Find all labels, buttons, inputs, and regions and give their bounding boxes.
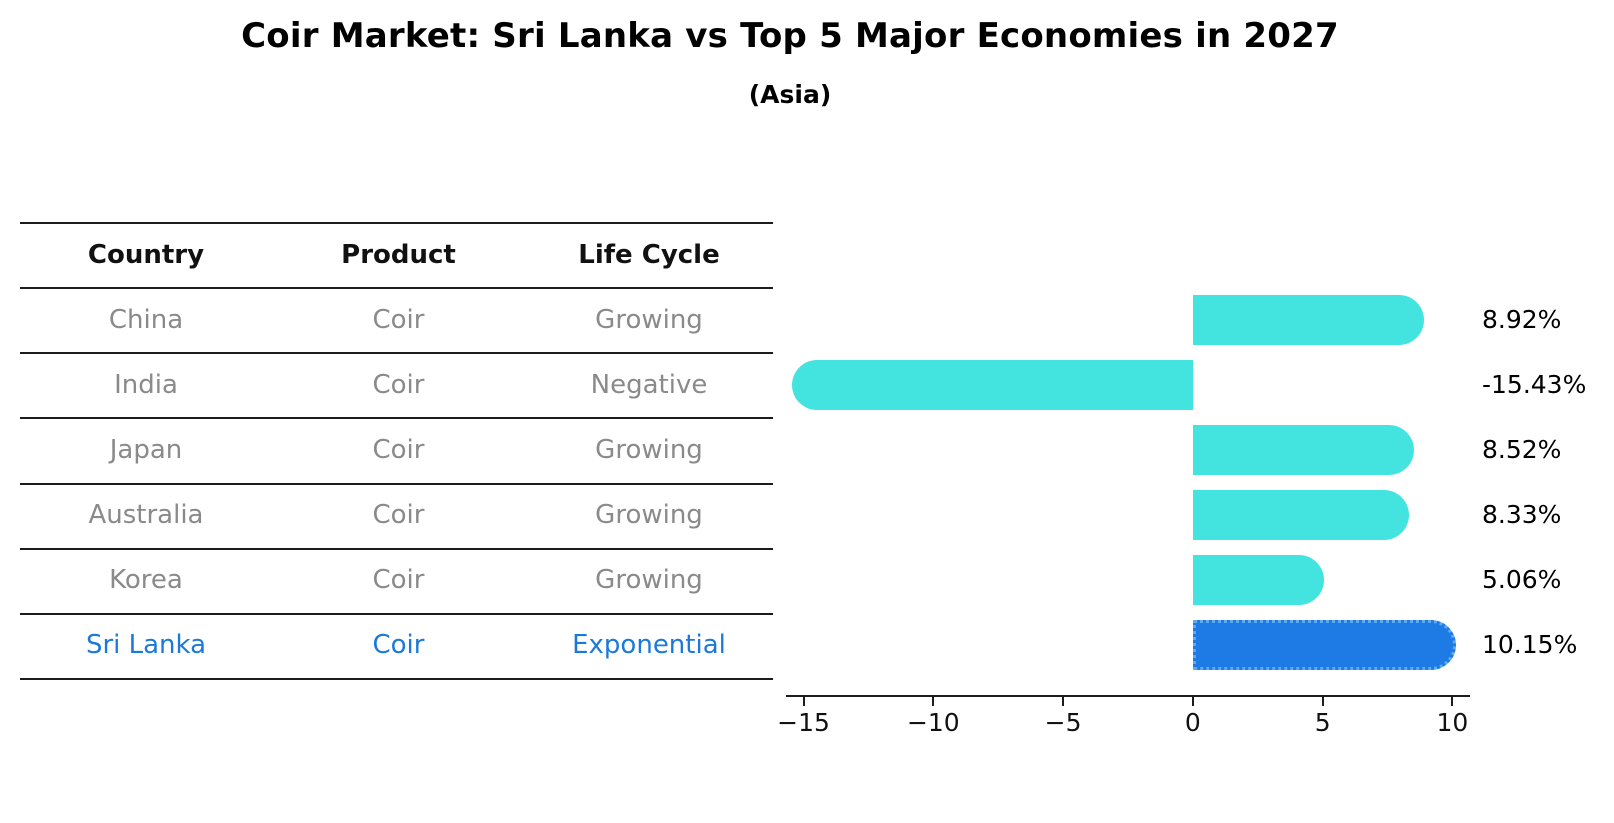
bar-value-label: 8.92% xyxy=(1482,304,1562,334)
x-axis-tick xyxy=(1191,697,1194,706)
bar-india xyxy=(792,359,1193,410)
bar-value-label: 10.15% xyxy=(1482,630,1578,660)
bar-value-label: 8.52% xyxy=(1482,435,1562,464)
table-header-country: Country xyxy=(87,239,205,270)
table-row: Korea Coir Growing xyxy=(20,548,773,613)
table-header-product: Product xyxy=(341,239,456,270)
x-axis-tick xyxy=(1321,697,1324,706)
table-cell-life-cycle: Growing xyxy=(595,500,703,531)
table-cell-country: Korea xyxy=(109,565,183,596)
bar-china xyxy=(1192,294,1425,345)
table-cell-country: India xyxy=(114,369,178,400)
bar-japan xyxy=(1192,425,1414,475)
table-cell-life-cycle: Exponential xyxy=(572,630,726,661)
bar-value-label: 8.33% xyxy=(1482,500,1562,530)
table-row: Sri Lanka Coir Exponential xyxy=(20,613,773,678)
table-cell-country: Australia xyxy=(88,500,204,531)
table-rule xyxy=(20,287,773,290)
bar-value-label: 5.06% xyxy=(1482,565,1562,595)
table-row: Australia Coir Growing xyxy=(20,483,773,548)
x-axis-tick-label: −5 xyxy=(1044,708,1082,737)
x-axis-tick-label: 10 xyxy=(1436,708,1469,737)
table-rule xyxy=(20,612,773,615)
x-axis-tick-label: −10 xyxy=(906,708,960,737)
x-axis-tick xyxy=(1451,697,1454,706)
x-axis-tick xyxy=(802,697,805,706)
x-axis-tick-label: 0 xyxy=(1184,708,1201,737)
table-cell-product: Coir xyxy=(372,304,425,335)
table-cell-life-cycle: Negative xyxy=(590,369,708,400)
table-cell-product: Coir xyxy=(372,369,425,400)
table-cell-life-cycle: Growing xyxy=(595,304,703,335)
table-cell-country: Japan xyxy=(109,434,183,465)
x-axis-tick xyxy=(932,697,935,706)
table-rule xyxy=(20,547,773,550)
bar-australia xyxy=(1192,490,1410,541)
bar-value-label: -15.43% xyxy=(1482,369,1587,399)
table-cell-life-cycle: Growing xyxy=(595,565,703,596)
table-cell-product: Coir xyxy=(372,434,425,465)
table-header-life-cycle: Life Cycle xyxy=(578,239,720,270)
table-cell-country: China xyxy=(108,304,184,335)
table-rule xyxy=(20,678,773,680)
x-axis-tick xyxy=(1062,697,1065,706)
table-rule xyxy=(20,222,773,224)
table-cell-product: Coir xyxy=(372,500,425,531)
table-rule xyxy=(20,417,773,420)
x-axis-line xyxy=(786,695,1470,697)
table-cell-product: Coir xyxy=(372,565,425,596)
chart-subtitle: (Asia) xyxy=(748,80,832,109)
table-row: Japan Coir Growing xyxy=(20,417,773,482)
chart-title: Coir Market: Sri Lanka vs Top 5 Major Ec… xyxy=(241,16,1339,56)
table-row: India Coir Negative xyxy=(20,352,773,417)
table-row: China Coir Growing xyxy=(20,287,773,352)
table-rule xyxy=(20,352,773,355)
table-cell-country: Sri Lanka xyxy=(85,630,207,661)
x-axis-tick-label: 5 xyxy=(1314,708,1331,737)
x-axis-tick-label: −15 xyxy=(777,708,830,737)
bar-sri-lanka xyxy=(1192,620,1457,671)
table-cell-life-cycle: Growing xyxy=(595,434,703,465)
bar-korea xyxy=(1192,555,1325,606)
table-rule xyxy=(20,482,773,485)
table-header-row: Country Product Life Cycle xyxy=(20,222,773,287)
table-cell-product: Coir xyxy=(372,630,425,661)
